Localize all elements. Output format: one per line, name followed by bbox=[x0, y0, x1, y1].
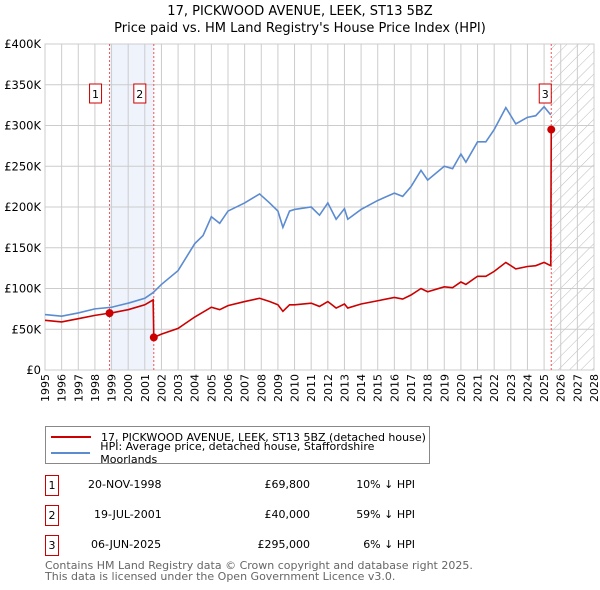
sale-price: £295,000 bbox=[257, 538, 311, 551]
sale-date: 19-JUL-2001 bbox=[94, 508, 162, 521]
sale-label-box bbox=[538, 83, 552, 104]
y-tick-label: £100K bbox=[4, 282, 41, 296]
x-tick-label: 2017 bbox=[405, 374, 418, 402]
y-tick-label: £300K bbox=[4, 119, 41, 133]
x-tick-label: 2018 bbox=[422, 374, 435, 402]
x-tick-label: 1996 bbox=[56, 374, 69, 402]
hpi-line bbox=[44, 105, 552, 318]
x-tick-label: 1995 bbox=[39, 374, 52, 402]
x-tick-label: 2019 bbox=[438, 374, 451, 402]
legend-label: HPI: Average price, detached house, Staf… bbox=[100, 440, 375, 466]
legend: 17, PICKWOOD AVENUE, LEEK, ST13 5BZ (det… bbox=[45, 426, 430, 466]
sale-point bbox=[149, 333, 158, 342]
footer-copyright: Contains HM Land Registry data © Crown c… bbox=[45, 559, 473, 572]
chart-title: 17, PICKWOOD AVENUE, LEEK, ST13 5BZ bbox=[167, 4, 433, 19]
sale-marker: 3 bbox=[45, 535, 59, 556]
x-tick-label: 2002 bbox=[155, 374, 168, 402]
sale-hpi: 59% ↓ HPI bbox=[356, 508, 415, 521]
x-tick-label: 2026 bbox=[555, 374, 568, 402]
x-tick-label: 2000 bbox=[122, 374, 135, 402]
sale-label-box bbox=[133, 83, 147, 104]
sale-label: 1 bbox=[92, 88, 99, 101]
price-paid-line bbox=[44, 129, 553, 339]
y-tick-label: £0 bbox=[26, 363, 41, 377]
sale-label-box bbox=[89, 83, 103, 104]
sale-price: £40,000 bbox=[264, 508, 311, 521]
chart-plot: 1995 1996 1997 1998 1999 2000 2001 2002 2003 2004… bbox=[4, 37, 600, 402]
sale-price: £69,800 bbox=[264, 478, 311, 491]
sale-hpi: 6% ↓ HPI bbox=[363, 538, 415, 551]
sale-hpi: 10% ↓ HPI bbox=[356, 478, 415, 491]
sale-label: 2 bbox=[136, 88, 143, 101]
y-tick-label: £150K bbox=[4, 241, 41, 255]
footer: Contains HM Land Registry data © Crown c… bbox=[45, 560, 473, 582]
y-tick-label: £200K bbox=[4, 200, 41, 214]
footer-licence: This data is licensed under the Open Gov… bbox=[45, 570, 396, 583]
sale-marker: 1 bbox=[45, 475, 59, 496]
x-tick-label: 2028 bbox=[588, 374, 600, 402]
x-tick-label: 2010 bbox=[289, 374, 302, 402]
x-tick-label: 2020 bbox=[455, 374, 468, 402]
x-tick-label: 2011 bbox=[305, 374, 318, 402]
legend-swatch-red bbox=[51, 436, 91, 438]
x-tick-label: 2021 bbox=[472, 374, 485, 402]
x-tick-label: 2012 bbox=[322, 374, 335, 402]
x-tick-label: 2023 bbox=[505, 374, 518, 402]
y-tick-label: £400K bbox=[4, 37, 41, 51]
x-tick-label: 2014 bbox=[355, 374, 368, 402]
x-tick-label: 1999 bbox=[106, 374, 119, 402]
x-tick-label: 2001 bbox=[139, 374, 152, 402]
y-tick-label: £350K bbox=[4, 78, 41, 92]
sale-marker: 2 bbox=[45, 505, 59, 526]
x-tick-label: 2013 bbox=[338, 374, 351, 402]
x-tick-label: 2004 bbox=[189, 374, 202, 402]
legend-item-hpi: HPI: Average price, detached house, Staf… bbox=[46, 440, 429, 466]
legend-item-property: 17, PICKWOOD AVENUE, LEEK, ST13 5BZ (det… bbox=[46, 429, 426, 445]
x-tick-label: 1998 bbox=[89, 374, 102, 402]
x-tick-label: 1997 bbox=[72, 374, 85, 402]
y-tick-label: £50K bbox=[12, 322, 42, 336]
sale-label: 3 bbox=[542, 88, 549, 101]
x-tick-label: 2005 bbox=[205, 374, 218, 402]
sale-date: 20-NOV-1998 bbox=[88, 478, 162, 491]
x-tick-label: 2027 bbox=[571, 374, 584, 402]
x-tick-label: 2003 bbox=[172, 374, 185, 402]
chart-subtitle: Price paid vs. HM Land Registry's House … bbox=[114, 21, 486, 36]
legend-label: 17, PICKWOOD AVENUE, LEEK, ST13 5BZ (det… bbox=[101, 430, 426, 444]
x-tick-label: 2008 bbox=[255, 374, 268, 402]
y-tick-label: £250K bbox=[4, 159, 41, 173]
x-tick-label: 2025 bbox=[538, 374, 551, 402]
x-tick-label: 2016 bbox=[388, 374, 401, 402]
x-tick-label: 2022 bbox=[488, 374, 501, 402]
x-tick-label: 2006 bbox=[222, 374, 235, 402]
sale-point bbox=[105, 309, 114, 318]
x-tick-label: 2024 bbox=[521, 374, 534, 402]
x-tick-label: 2009 bbox=[272, 374, 285, 402]
sale-date: 06-JUN-2025 bbox=[91, 538, 162, 551]
x-tick-label: 2007 bbox=[239, 374, 252, 402]
plot-frame bbox=[44, 43, 595, 371]
legend-swatch-blue bbox=[51, 452, 91, 454]
x-tick-label: 2015 bbox=[372, 374, 385, 402]
sale-point bbox=[547, 125, 556, 134]
